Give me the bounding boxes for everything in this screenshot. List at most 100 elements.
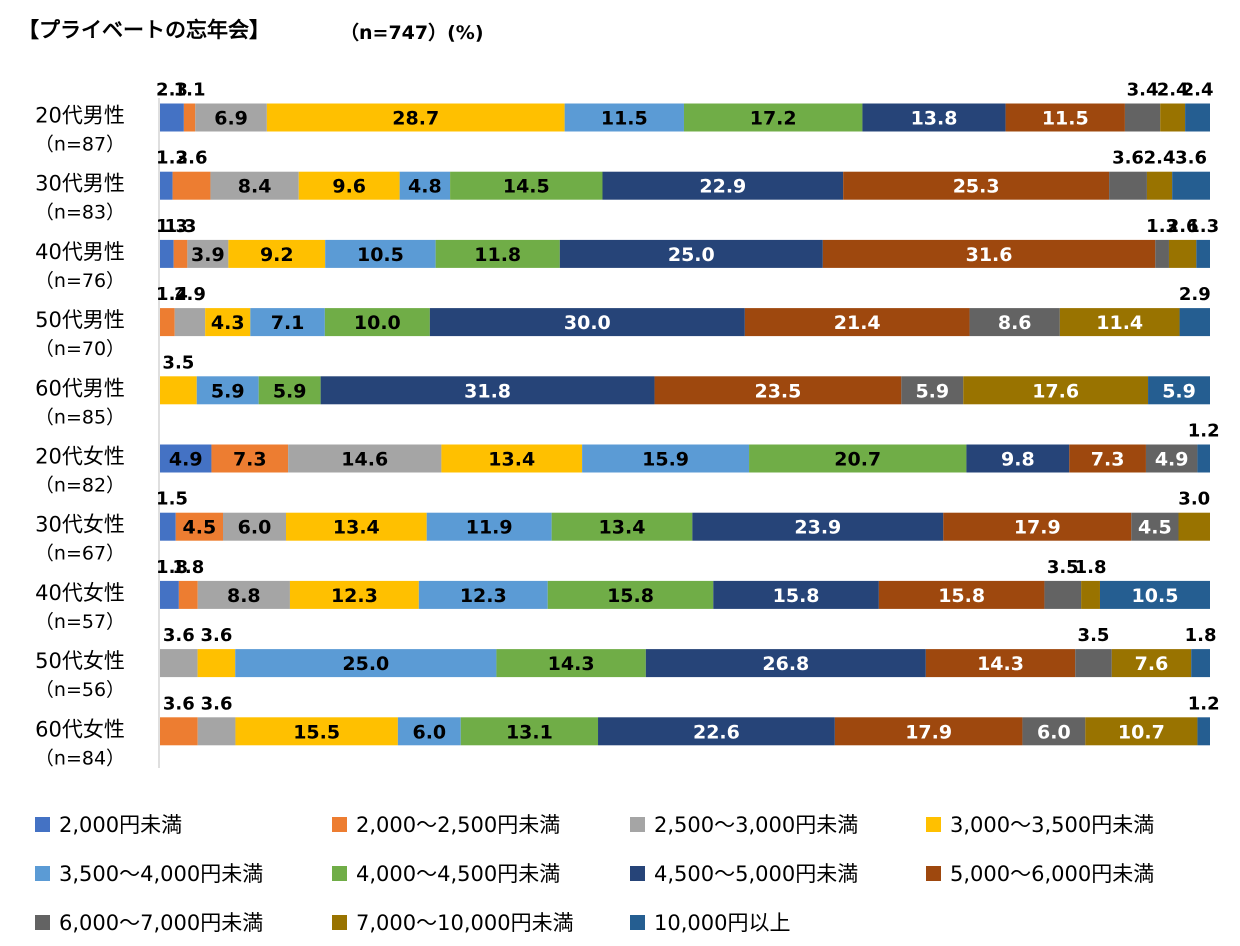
category-label: 50代女性 (35, 649, 125, 673)
bar-segment (966, 444, 1070, 473)
bar-segment (187, 239, 229, 268)
legend-label: 3,500～4,000円未満 (59, 862, 264, 886)
bar-segment (160, 512, 176, 541)
bar-segment (1131, 512, 1179, 541)
bar-segment (324, 308, 430, 337)
data-label: 15.8 (938, 585, 985, 607)
data-label: 14.6 (341, 449, 388, 471)
legend-item: 6,000～7,000円未満 (35, 907, 263, 937)
data-label: 3.6 (1175, 148, 1207, 169)
category-label: 60代女性 (35, 717, 125, 741)
data-label: 4.5 (1138, 517, 1172, 539)
bar-segment (173, 239, 188, 268)
data-label: 3.4 (1127, 80, 1159, 101)
data-label: 20.7 (834, 449, 881, 471)
bar-segment (963, 376, 1149, 405)
data-label: 13.1 (506, 721, 553, 743)
bar-segment (1148, 376, 1210, 405)
bar-segment (1168, 239, 1197, 268)
bar-segment (160, 376, 197, 405)
bar-segment (228, 239, 326, 268)
bar-segment (429, 308, 745, 337)
bar-segment (683, 103, 863, 132)
bar-segment (397, 717, 461, 746)
bar-segment (160, 308, 175, 337)
data-label: 1.2 (1188, 693, 1220, 714)
data-label: 5.9 (211, 380, 245, 402)
category-label: 40代男性 (35, 240, 125, 264)
bar-segment (1196, 239, 1210, 268)
data-label: 15.9 (642, 449, 689, 471)
data-label: 7.1 (271, 312, 305, 334)
bar-segment (325, 239, 436, 268)
data-label: 1.8 (1185, 625, 1217, 646)
data-label: 8.8 (227, 585, 261, 607)
category-sample-size: （n=85） (35, 406, 125, 428)
legend-swatch (926, 816, 941, 832)
data-label: 4.8 (408, 176, 442, 198)
data-label: 17.2 (750, 108, 797, 130)
legend-label: 2,500～3,000円未満 (654, 813, 859, 837)
data-label: 1.1 (174, 80, 206, 101)
category-sample-size: （n=87） (35, 134, 125, 156)
bar-segment (654, 376, 902, 405)
data-label: 3.5 (1047, 557, 1079, 578)
bar-segment (551, 512, 693, 541)
data-label: 11.8 (474, 244, 521, 266)
legend-swatch (630, 914, 645, 930)
bar-segment (426, 512, 552, 541)
bar-segment (1069, 444, 1146, 473)
category-sample-size: （n=83） (35, 202, 125, 224)
data-label: 28.7 (392, 108, 439, 130)
data-label: 7.6 (1135, 653, 1169, 675)
legend-swatch (630, 865, 645, 881)
bar-segment (460, 717, 599, 746)
bar-segment (160, 580, 179, 609)
data-label: 12.3 (331, 585, 378, 607)
data-label: 11.5 (601, 108, 648, 130)
data-label: 22.6 (693, 721, 740, 743)
data-label: 6.0 (1037, 721, 1071, 743)
data-label: 15.8 (773, 585, 820, 607)
chart-title: 【プライベートの忘年会】 (18, 18, 270, 42)
bar-segment (1146, 171, 1173, 200)
bar-segment (174, 308, 206, 337)
bar-segment (175, 512, 223, 541)
data-label: 13.4 (599, 517, 646, 539)
legend-item: 5,000～6,000円未満 (926, 858, 1154, 888)
legend-item: 2,000円未満 (35, 809, 182, 839)
bar-segment (1022, 717, 1086, 746)
data-label: 30.0 (564, 312, 611, 334)
bar-segment (435, 239, 560, 268)
legend-label: 10,000円以上 (654, 911, 791, 935)
data-label: 3.6 (1112, 148, 1144, 169)
legend-label: 5,000～6,000円未満 (950, 862, 1155, 886)
bar-segment (598, 717, 835, 746)
data-label: 2.3 (156, 80, 188, 101)
bar-segment (197, 717, 236, 746)
bar-segment (496, 649, 646, 678)
legend-swatch (926, 865, 941, 881)
data-label: 11.4 (1096, 312, 1143, 334)
data-label: 7.3 (1091, 449, 1125, 471)
category-sample-size: （n=57） (35, 611, 125, 633)
legend-label: 4,000～4,500円未満 (356, 862, 561, 886)
legend-swatch (332, 865, 347, 881)
legend-item: 2,500～3,000円未満 (630, 809, 858, 839)
category-sample-size: （n=56） (35, 679, 125, 701)
bar-segment (1185, 103, 1210, 132)
bar-segment (1081, 580, 1100, 609)
bar-segment (1155, 239, 1169, 268)
data-label: 11.5 (1042, 108, 1089, 130)
bar-segment (862, 103, 1006, 132)
data-label: 3.5 (162, 352, 194, 373)
legend-item: 4,000～4,500円未満 (332, 858, 560, 888)
bar-segment (602, 171, 844, 200)
data-label: 3.6 (176, 148, 208, 169)
data-label: 5.9 (915, 380, 949, 402)
stacked-bar-chart: 20代男性 （n=87） 2.31.1 6.9 28.7 11.5 17.2 13.8 11.5… (35, 80, 1220, 770)
category-label: 20代女性 (35, 445, 125, 469)
data-label: 3.6 (200, 625, 232, 646)
bar-segment (196, 376, 259, 405)
bar-segment (178, 580, 198, 609)
